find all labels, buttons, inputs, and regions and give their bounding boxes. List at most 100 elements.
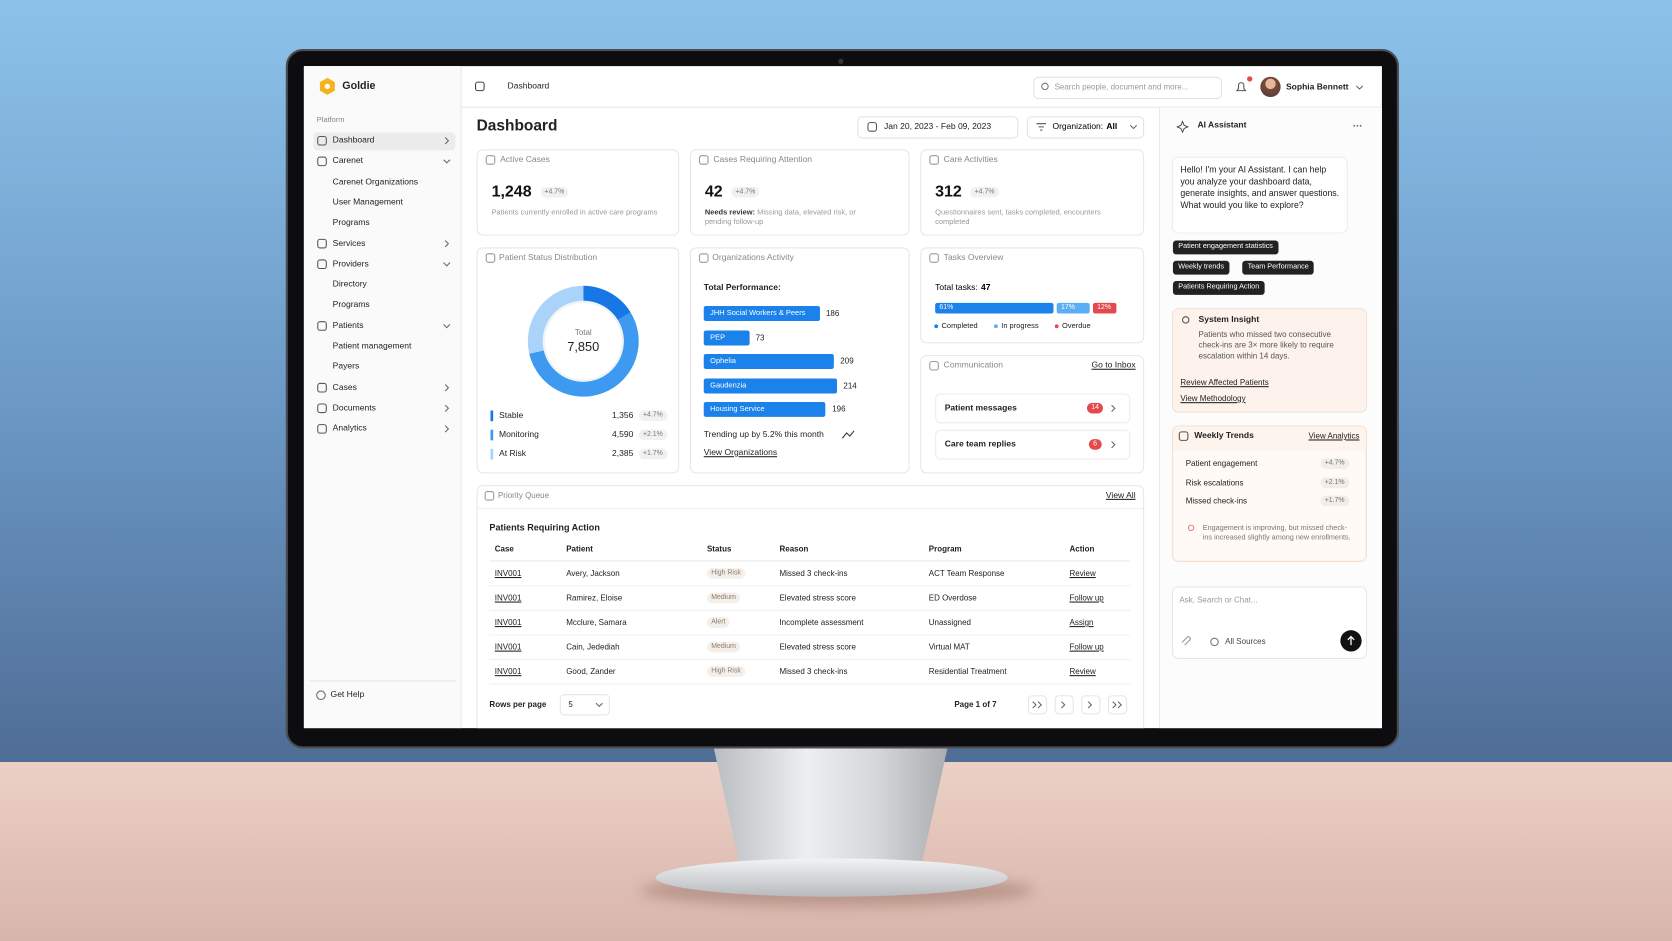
nav-item[interactable]: Dashboard xyxy=(332,135,375,145)
message-row[interactable] xyxy=(935,393,1131,424)
label: Unassigned xyxy=(928,617,971,628)
column-header: Patient xyxy=(566,543,593,554)
suggestion-chip[interactable]: Team Performance xyxy=(1242,260,1315,275)
label: Active Cases xyxy=(500,154,550,165)
globe-icon xyxy=(1210,637,1219,647)
bar-label: JHH Social Workers & Peers xyxy=(710,309,806,318)
stat-note: Needs review: Missing data, elevated ris… xyxy=(705,208,881,227)
help-link[interactable]: Get Help xyxy=(330,689,365,700)
chat-box[interactable] xyxy=(1171,586,1367,659)
donut-segment xyxy=(529,312,639,397)
suggestion-chip[interactable]: Patients Requiring Action xyxy=(1172,281,1265,295)
tasks-card xyxy=(920,247,1145,344)
nav-item[interactable]: Carenet xyxy=(332,155,364,166)
page-button[interactable] xyxy=(1081,695,1101,715)
nav-subitem[interactable]: Payers xyxy=(332,361,360,372)
label: In progress xyxy=(1001,322,1039,330)
label: Priority Queue xyxy=(497,490,550,501)
label: Total Performance: xyxy=(703,282,781,292)
suggestion-chip[interactable]: Weekly trends xyxy=(1172,260,1230,275)
link[interactable]: Follow up xyxy=(1069,642,1104,652)
link[interactable]: Review xyxy=(1069,666,1096,677)
org-filter[interactable] xyxy=(1026,116,1145,139)
task-segment xyxy=(935,302,1054,314)
bar-label: Housing Service xyxy=(710,405,765,414)
link[interactable]: INV001 xyxy=(494,592,522,603)
page-button[interactable] xyxy=(1027,695,1048,715)
nav-subitem[interactable]: Directory xyxy=(332,279,367,289)
label: Completed xyxy=(941,322,978,330)
label: Residential Treatment xyxy=(928,666,1007,677)
message-row[interactable] xyxy=(935,429,1131,460)
nav-subitem[interactable]: Carenet Organizations xyxy=(332,176,419,186)
label: +4.7% xyxy=(1320,458,1349,470)
rows-select[interactable] xyxy=(559,694,610,716)
nav-item[interactable]: Patients xyxy=(332,320,364,331)
page-button[interactable] xyxy=(1054,695,1074,715)
link[interactable]: INV001 xyxy=(494,568,522,579)
label: Ramirez, Eloise xyxy=(566,592,623,603)
icon xyxy=(485,253,496,263)
chevron xyxy=(444,384,450,392)
label: Monitoring xyxy=(499,429,539,440)
sources-select[interactable]: All Sources xyxy=(1225,636,1266,647)
link[interactable]: View Analytics xyxy=(1308,430,1360,441)
stand-neck xyxy=(712,741,950,870)
queue-card xyxy=(476,485,1145,742)
nav-subitem[interactable]: User Management xyxy=(332,196,403,207)
sparkle xyxy=(1176,120,1189,134)
legend-marker xyxy=(490,410,494,422)
label: Patient messages xyxy=(944,402,1017,413)
nav-item[interactable]: Documents xyxy=(332,402,376,413)
chevron xyxy=(443,323,451,329)
nav-item[interactable]: Analytics xyxy=(332,423,367,433)
link[interactable]: Go to Inbox xyxy=(1091,360,1136,370)
icon xyxy=(317,382,327,393)
column-header: Case xyxy=(494,543,514,554)
chevron xyxy=(444,240,450,248)
link[interactable]: INV001 xyxy=(494,617,522,628)
search-box[interactable] xyxy=(1033,76,1222,100)
icon xyxy=(484,491,495,501)
nav-item[interactable]: Cases xyxy=(332,382,357,392)
link[interactable]: View All xyxy=(1105,490,1136,500)
chevron xyxy=(1111,441,1116,449)
link[interactable]: INV001 xyxy=(494,666,522,677)
stat-card xyxy=(476,149,680,236)
link[interactable]: View Methodology xyxy=(1180,393,1246,404)
label: Incomplete assessment xyxy=(779,617,864,628)
help-divider xyxy=(309,680,457,682)
label: Patient Status Distribution xyxy=(499,252,598,263)
label: 2,385 xyxy=(612,448,634,459)
nav-item[interactable]: Providers xyxy=(332,258,369,269)
nav-subitem[interactable]: Programs xyxy=(332,217,370,228)
page-button[interactable] xyxy=(1107,695,1128,715)
link[interactable]: Review xyxy=(1069,568,1096,579)
label: 1,356 xyxy=(612,410,634,420)
date-picker[interactable] xyxy=(857,116,1019,139)
nav-item[interactable]: Services xyxy=(332,238,366,248)
label: +2.1% xyxy=(638,429,668,441)
filter-icon xyxy=(1036,123,1047,131)
chevron xyxy=(443,159,451,164)
link[interactable]: Follow up xyxy=(1069,592,1104,603)
badge: 14 xyxy=(1086,402,1104,414)
nav-subitem[interactable]: Patient management xyxy=(332,341,412,351)
badge: 6 xyxy=(1088,439,1102,451)
column-header: Program xyxy=(928,543,962,554)
status-pill: Medium xyxy=(706,641,741,653)
total-label: Total tasks: xyxy=(935,282,978,292)
icon xyxy=(317,424,327,434)
chevron xyxy=(1061,701,1066,709)
link[interactable]: INV001 xyxy=(494,642,522,652)
link[interactable]: Review Affected Patients xyxy=(1180,377,1269,388)
suggestion-chip[interactable]: Patient engagement statistics xyxy=(1172,240,1279,255)
stat-row: 42 +4.7% xyxy=(705,182,760,203)
avatar[interactable] xyxy=(1260,76,1281,98)
link[interactable]: View Organizations xyxy=(703,447,778,458)
nav-subitem[interactable]: Programs xyxy=(332,299,370,310)
link[interactable]: Assign xyxy=(1069,617,1094,628)
send-arrow xyxy=(1347,635,1355,646)
chevron xyxy=(1117,701,1122,709)
